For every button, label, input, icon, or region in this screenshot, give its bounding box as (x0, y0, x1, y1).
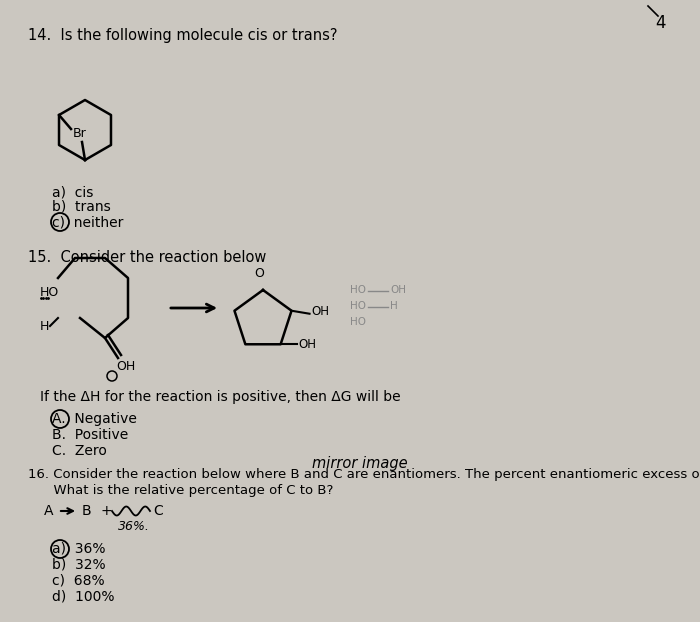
Text: OH: OH (116, 360, 135, 373)
Text: OH: OH (299, 338, 316, 351)
Text: C: C (153, 504, 162, 518)
Text: A.  Negative: A. Negative (52, 412, 137, 426)
Text: OH: OH (312, 305, 330, 318)
Text: O: O (254, 267, 264, 280)
Text: A: A (44, 504, 53, 518)
Text: c)  68%: c) 68% (52, 574, 104, 588)
Text: Br: Br (73, 127, 87, 140)
Text: b)  trans: b) trans (52, 200, 111, 214)
Text: d)  100%: d) 100% (52, 590, 115, 604)
Text: b)  32%: b) 32% (52, 558, 106, 572)
Text: c)  neither: c) neither (52, 215, 123, 229)
Text: HO: HO (350, 285, 366, 295)
Text: 4: 4 (654, 14, 665, 32)
Text: a)  cis: a) cis (52, 185, 93, 199)
Text: 15.  Consider the reaction below: 15. Consider the reaction below (28, 250, 267, 265)
Text: If the ΔH for the reaction is positive, then ΔG will be: If the ΔH for the reaction is positive, … (40, 390, 400, 404)
Text: HO: HO (350, 301, 366, 311)
Text: B: B (82, 504, 92, 518)
Text: mirror image: mirror image (312, 456, 408, 471)
Text: OH: OH (390, 285, 406, 295)
Text: HO: HO (350, 317, 366, 327)
Text: C.  Zero: C. Zero (52, 444, 107, 458)
Text: B.  Positive: B. Positive (52, 428, 128, 442)
Text: 36%.: 36%. (118, 520, 150, 533)
Text: 16. Consider the reaction below where B and C are enantiomers. The percent enant: 16. Consider the reaction below where B … (28, 468, 700, 481)
Text: a)  36%: a) 36% (52, 542, 106, 556)
Text: H: H (40, 320, 50, 333)
Text: What is the relative percentage of C to B?: What is the relative percentage of C to … (28, 484, 333, 497)
Text: HO: HO (40, 286, 60, 299)
Text: H: H (390, 301, 398, 311)
Text: +: + (100, 504, 111, 518)
Text: 14.  Is the following molecule cis or trans?: 14. Is the following molecule cis or tra… (28, 28, 337, 43)
